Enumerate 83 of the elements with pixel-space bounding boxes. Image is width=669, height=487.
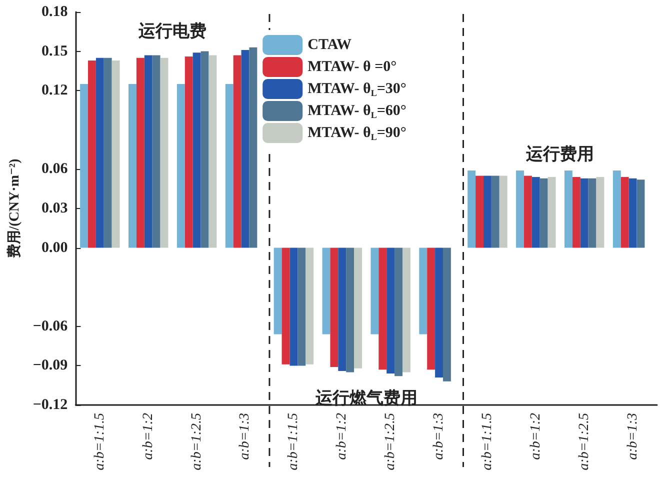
bar bbox=[104, 58, 112, 248]
y-tick-label: 0.15 bbox=[41, 43, 68, 60]
bar bbox=[160, 58, 168, 248]
bar bbox=[620, 177, 629, 248]
bar bbox=[491, 176, 500, 248]
y-tick-label: −0.09 bbox=[32, 358, 68, 374]
bar bbox=[394, 248, 402, 376]
bar bbox=[354, 248, 362, 368]
x-tick-label: a:b=1:1.5 bbox=[286, 413, 302, 470]
x-tick-label: a:b=1:3 bbox=[432, 413, 447, 460]
bar bbox=[516, 170, 524, 248]
x-tick-label: a:b=1:2 bbox=[528, 413, 544, 460]
bar bbox=[548, 177, 556, 248]
bar bbox=[524, 176, 532, 248]
x-tick-label: a:b=1:2.5 bbox=[383, 413, 398, 470]
bar bbox=[233, 55, 242, 248]
bar bbox=[208, 55, 217, 248]
bar bbox=[476, 176, 484, 248]
bar bbox=[128, 84, 136, 248]
bar bbox=[588, 178, 596, 248]
bar bbox=[532, 177, 540, 248]
bar bbox=[564, 170, 572, 248]
bar bbox=[370, 248, 379, 334]
bar bbox=[580, 178, 588, 248]
bar bbox=[306, 248, 314, 364]
bar bbox=[112, 60, 120, 248]
bar bbox=[249, 47, 258, 248]
y-tick-label: −0.12 bbox=[32, 397, 68, 413]
bar bbox=[200, 51, 209, 248]
bar bbox=[96, 58, 104, 248]
annotation: 运行费用 bbox=[525, 144, 594, 164]
x-tick-label: a:b=1:3 bbox=[238, 413, 253, 460]
x-tick-label: a:b=1:2.5 bbox=[576, 413, 592, 470]
bar bbox=[290, 248, 298, 366]
bar bbox=[274, 248, 282, 334]
bar bbox=[192, 52, 201, 248]
bar bbox=[330, 248, 338, 368]
bar bbox=[152, 55, 160, 248]
bar bbox=[322, 248, 330, 334]
x-tick-label: a:b=1:1.5 bbox=[480, 413, 495, 470]
bar bbox=[402, 248, 410, 372]
bar bbox=[184, 56, 193, 248]
bar bbox=[483, 176, 492, 248]
bar bbox=[144, 55, 152, 248]
bar bbox=[499, 176, 508, 248]
y-tick-label: 0.06 bbox=[41, 161, 68, 178]
bar bbox=[282, 248, 290, 364]
bar bbox=[176, 84, 185, 248]
bar bbox=[136, 58, 144, 248]
y-tick-label: −0.06 bbox=[32, 318, 68, 334]
y-tick-label: 0.03 bbox=[41, 200, 68, 216]
x-tick-label: a:b=1:3 bbox=[625, 413, 640, 460]
legend-label: MTAW- θ =0° bbox=[308, 59, 397, 75]
bar bbox=[612, 170, 621, 248]
bar bbox=[540, 178, 548, 248]
x-tick-label: a:b=1:2.5 bbox=[189, 413, 204, 470]
x-tick-label: a:b=1:2 bbox=[140, 413, 156, 460]
bar bbox=[88, 60, 96, 248]
bar bbox=[378, 248, 387, 370]
bar bbox=[80, 84, 88, 248]
y-tick-label: 0.12 bbox=[41, 82, 68, 99]
y-axis-title: 费用/(CNY·m⁻²) bbox=[6, 158, 22, 260]
bar bbox=[435, 248, 443, 378]
bar bbox=[596, 177, 604, 248]
legend-label: CTAW bbox=[308, 37, 352, 53]
bar bbox=[636, 180, 645, 248]
bar bbox=[241, 50, 250, 248]
bar bbox=[468, 170, 476, 248]
bar bbox=[427, 248, 436, 370]
x-tick-label: a:b=1:2 bbox=[334, 413, 350, 460]
x-tick-label: a:b=1:1.5 bbox=[92, 413, 108, 470]
bar bbox=[225, 84, 234, 248]
bar bbox=[338, 248, 346, 371]
bar bbox=[386, 248, 395, 374]
bar bbox=[572, 177, 580, 248]
bar bbox=[419, 248, 428, 334]
bar bbox=[442, 248, 451, 382]
y-tick-label: 0.18 bbox=[41, 4, 68, 20]
bar bbox=[628, 178, 637, 248]
bar bbox=[298, 248, 306, 366]
y-tick-label: 0.00 bbox=[41, 240, 68, 256]
bar bbox=[346, 248, 354, 372]
annotation: 运行电费 bbox=[138, 21, 207, 40]
